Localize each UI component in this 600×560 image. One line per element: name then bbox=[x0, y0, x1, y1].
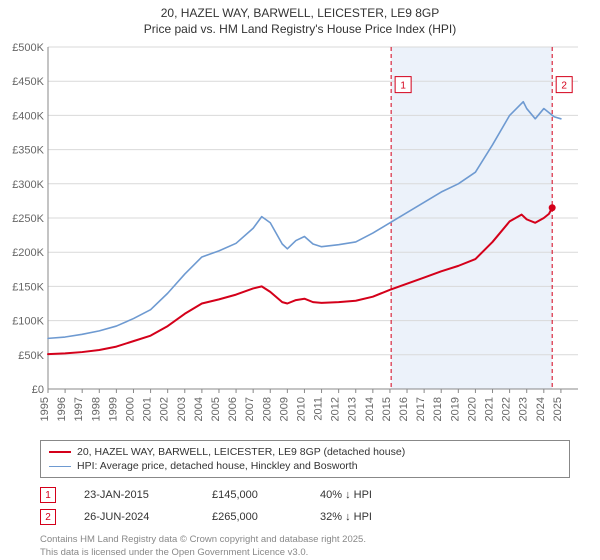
svg-text:2007: 2007 bbox=[244, 397, 256, 421]
svg-text:2010: 2010 bbox=[295, 397, 307, 421]
title-line-2: Price paid vs. HM Land Registry's House … bbox=[0, 22, 600, 38]
legend-swatch bbox=[49, 466, 71, 467]
svg-text:£50K: £50K bbox=[18, 350, 44, 362]
svg-text:£400K: £400K bbox=[12, 111, 44, 123]
sale-marker-box: 1 bbox=[40, 487, 56, 503]
svg-text:£350K: £350K bbox=[12, 145, 44, 157]
svg-text:1995: 1995 bbox=[39, 397, 51, 421]
svg-text:1996: 1996 bbox=[56, 397, 68, 421]
svg-text:2024: 2024 bbox=[535, 397, 547, 421]
svg-text:£150K: £150K bbox=[12, 282, 44, 294]
svg-text:2021: 2021 bbox=[484, 397, 496, 421]
svg-text:2025: 2025 bbox=[552, 397, 564, 421]
sale-date: 26-JUN-2024 bbox=[84, 511, 184, 523]
legend-label: 20, HAZEL WAY, BARWELL, LEICESTER, LE9 8… bbox=[77, 446, 405, 458]
sales-table: 1 23-JAN-2015 £145,000 40% ↓ HPI 2 26-JUN-202… bbox=[40, 484, 570, 528]
svg-text:£500K: £500K bbox=[12, 42, 44, 54]
sale-delta-vs-hpi: 32% ↓ HPI bbox=[320, 511, 400, 523]
legend-row: 20, HAZEL WAY, BARWELL, LEICESTER, LE9 8… bbox=[49, 445, 561, 459]
svg-text:£450K: £450K bbox=[12, 76, 44, 88]
svg-text:2017: 2017 bbox=[415, 397, 427, 421]
svg-text:2001: 2001 bbox=[142, 397, 154, 421]
svg-text:2019: 2019 bbox=[449, 397, 461, 421]
svg-text:1: 1 bbox=[400, 81, 406, 92]
svg-text:2006: 2006 bbox=[227, 397, 239, 421]
svg-text:2022: 2022 bbox=[501, 397, 513, 421]
attribution-line-2: This data is licensed under the Open Gov… bbox=[40, 547, 570, 559]
svg-text:2013: 2013 bbox=[347, 397, 359, 421]
svg-text:1998: 1998 bbox=[90, 397, 102, 421]
sale-price: £265,000 bbox=[212, 511, 292, 523]
attribution-text: Contains HM Land Registry data © Crown c… bbox=[40, 534, 570, 559]
svg-text:2000: 2000 bbox=[124, 397, 136, 421]
svg-text:1997: 1997 bbox=[73, 397, 85, 421]
title-line-1: 20, HAZEL WAY, BARWELL, LEICESTER, LE9 8… bbox=[0, 6, 600, 22]
svg-text:2008: 2008 bbox=[261, 397, 273, 421]
svg-text:1999: 1999 bbox=[107, 397, 119, 421]
legend-box: 20, HAZEL WAY, BARWELL, LEICESTER, LE9 8… bbox=[40, 440, 570, 478]
svg-text:2002: 2002 bbox=[159, 397, 171, 421]
svg-text:2004: 2004 bbox=[193, 397, 205, 421]
svg-text:£0: £0 bbox=[32, 384, 44, 396]
svg-text:2020: 2020 bbox=[466, 397, 478, 421]
chart-area: £0 £50K £100K £150K £200K £250K £300K £350K £400… bbox=[0, 39, 600, 434]
legend-label: HPI: Average price, detached house, Hinc… bbox=[77, 460, 358, 472]
sale-delta-vs-hpi: 40% ↓ HPI bbox=[320, 489, 400, 501]
svg-text:£300K: £300K bbox=[12, 179, 44, 191]
svg-text:2014: 2014 bbox=[364, 397, 376, 421]
legend-swatch bbox=[49, 451, 71, 453]
svg-text:2012: 2012 bbox=[330, 397, 342, 421]
attribution-line-1: Contains HM Land Registry data © Crown c… bbox=[40, 534, 570, 546]
svg-text:2003: 2003 bbox=[176, 397, 188, 421]
svg-text:2023: 2023 bbox=[518, 397, 530, 421]
chart-title-block: 20, HAZEL WAY, BARWELL, LEICESTER, LE9 8… bbox=[0, 0, 600, 39]
svg-text:2009: 2009 bbox=[278, 397, 290, 421]
sales-row: 1 23-JAN-2015 £145,000 40% ↓ HPI bbox=[40, 484, 570, 506]
sale-marker-box: 2 bbox=[40, 509, 56, 525]
svg-text:2016: 2016 bbox=[398, 397, 410, 421]
sale-date: 23-JAN-2015 bbox=[84, 489, 184, 501]
svg-text:£250K: £250K bbox=[12, 213, 44, 225]
svg-text:2: 2 bbox=[561, 81, 567, 92]
svg-text:2015: 2015 bbox=[381, 397, 393, 421]
svg-text:£200K: £200K bbox=[12, 247, 44, 259]
legend-row: HPI: Average price, detached house, Hinc… bbox=[49, 459, 561, 473]
line-chart-svg: £0 £50K £100K £150K £200K £250K £300K £350K £400… bbox=[0, 39, 600, 434]
sale-price: £145,000 bbox=[212, 489, 292, 501]
svg-text:2018: 2018 bbox=[432, 397, 444, 421]
svg-text:£100K: £100K bbox=[12, 316, 44, 328]
svg-text:2011: 2011 bbox=[313, 397, 325, 421]
svg-text:2005: 2005 bbox=[210, 397, 222, 421]
sales-row: 2 26-JUN-2024 £265,000 32% ↓ HPI bbox=[40, 506, 570, 528]
